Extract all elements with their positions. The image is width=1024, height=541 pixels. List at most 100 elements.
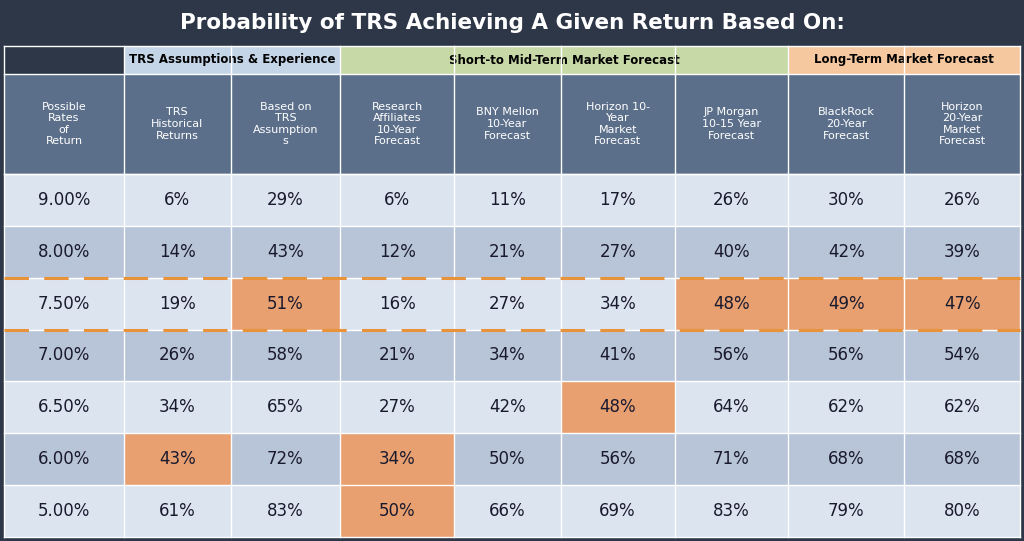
Text: 62%: 62% <box>827 398 864 417</box>
Text: 43%: 43% <box>159 450 196 468</box>
Bar <box>561 226 675 278</box>
Bar <box>340 381 454 433</box>
Text: 51%: 51% <box>267 295 304 313</box>
Bar <box>904 74 1020 174</box>
Text: 39%: 39% <box>944 243 980 261</box>
Bar <box>675 278 788 329</box>
Bar <box>904 329 1020 381</box>
Text: 66%: 66% <box>489 502 525 520</box>
Text: 71%: 71% <box>713 450 750 468</box>
Bar <box>4 46 124 74</box>
Bar <box>788 485 904 537</box>
Text: 42%: 42% <box>489 398 525 417</box>
Bar <box>340 74 454 174</box>
Bar <box>124 329 230 381</box>
Text: 50%: 50% <box>489 450 525 468</box>
Bar <box>454 74 561 174</box>
Text: 83%: 83% <box>713 502 750 520</box>
Bar <box>561 485 675 537</box>
Text: Horizon
20-Year
Market
Forecast: Horizon 20-Year Market Forecast <box>939 102 986 147</box>
Bar <box>230 226 340 278</box>
Text: 48%: 48% <box>713 295 750 313</box>
Bar <box>340 226 454 278</box>
Bar <box>904 174 1020 226</box>
Bar <box>340 485 454 537</box>
Text: 5.00%: 5.00% <box>38 502 90 520</box>
Bar <box>788 381 904 433</box>
Bar <box>904 226 1020 278</box>
Text: Research
Affiliates
10-Year
Forecast: Research Affiliates 10-Year Forecast <box>372 102 423 147</box>
Bar <box>124 278 230 329</box>
Text: 30%: 30% <box>827 191 864 209</box>
Text: BlackRock
20-Year
Forecast: BlackRock 20-Year Forecast <box>818 108 874 141</box>
Bar <box>124 174 230 226</box>
Text: 34%: 34% <box>379 450 416 468</box>
Text: Horizon 10-
Year
Market
Forecast: Horizon 10- Year Market Forecast <box>586 102 649 147</box>
Text: 17%: 17% <box>599 191 636 209</box>
Bar <box>340 174 454 226</box>
Bar <box>454 433 561 485</box>
Text: 21%: 21% <box>379 346 416 365</box>
Text: TRS Assumptions & Experience: TRS Assumptions & Experience <box>129 54 335 67</box>
Bar <box>788 174 904 226</box>
Bar <box>675 226 788 278</box>
Bar <box>454 278 561 329</box>
Bar <box>4 174 124 226</box>
Text: 11%: 11% <box>489 191 526 209</box>
Bar <box>340 46 788 74</box>
Bar <box>788 46 1020 74</box>
Bar <box>454 381 561 433</box>
Text: 50%: 50% <box>379 502 416 520</box>
Bar <box>675 433 788 485</box>
Bar <box>124 46 340 74</box>
Text: 49%: 49% <box>828 295 864 313</box>
Text: 27%: 27% <box>489 295 525 313</box>
Bar <box>340 433 454 485</box>
Bar <box>124 381 230 433</box>
Bar <box>904 485 1020 537</box>
Text: 54%: 54% <box>944 346 980 365</box>
Text: 27%: 27% <box>599 243 636 261</box>
Bar <box>4 226 124 278</box>
Bar <box>904 381 1020 433</box>
Bar <box>454 226 561 278</box>
Text: 41%: 41% <box>599 346 636 365</box>
Bar <box>561 174 675 226</box>
Text: Possible
Rates
of
Return: Possible Rates of Return <box>42 102 86 147</box>
Text: 43%: 43% <box>267 243 304 261</box>
Bar <box>230 74 340 174</box>
Text: 42%: 42% <box>827 243 864 261</box>
Bar <box>561 433 675 485</box>
Text: 56%: 56% <box>828 346 864 365</box>
Bar <box>788 226 904 278</box>
Text: 12%: 12% <box>379 243 416 261</box>
Text: 65%: 65% <box>267 398 304 417</box>
Text: 6.50%: 6.50% <box>38 398 90 417</box>
Bar <box>4 433 124 485</box>
Text: Based on
TRS
Assumption
s: Based on TRS Assumption s <box>253 102 318 147</box>
Bar <box>788 74 904 174</box>
Bar <box>454 485 561 537</box>
Text: 9.00%: 9.00% <box>38 191 90 209</box>
Text: 83%: 83% <box>267 502 304 520</box>
Bar <box>4 278 124 329</box>
Text: 34%: 34% <box>159 398 196 417</box>
Bar <box>4 485 124 537</box>
Text: 68%: 68% <box>828 450 864 468</box>
Text: 80%: 80% <box>944 502 980 520</box>
Text: JP Morgan
10-15 Year
Forecast: JP Morgan 10-15 Year Forecast <box>701 108 761 141</box>
Text: Long-Term Market Forecast: Long-Term Market Forecast <box>814 54 994 67</box>
Text: 64%: 64% <box>713 398 750 417</box>
Text: 26%: 26% <box>944 191 980 209</box>
Text: 19%: 19% <box>159 295 196 313</box>
Text: 21%: 21% <box>489 243 526 261</box>
Text: TRS
Historical
Returns: TRS Historical Returns <box>152 108 204 141</box>
Text: 56%: 56% <box>713 346 750 365</box>
Bar <box>124 433 230 485</box>
Bar <box>454 174 561 226</box>
Bar <box>675 329 788 381</box>
Bar <box>230 278 340 329</box>
Bar <box>788 433 904 485</box>
Text: 48%: 48% <box>599 398 636 417</box>
Bar <box>561 381 675 433</box>
